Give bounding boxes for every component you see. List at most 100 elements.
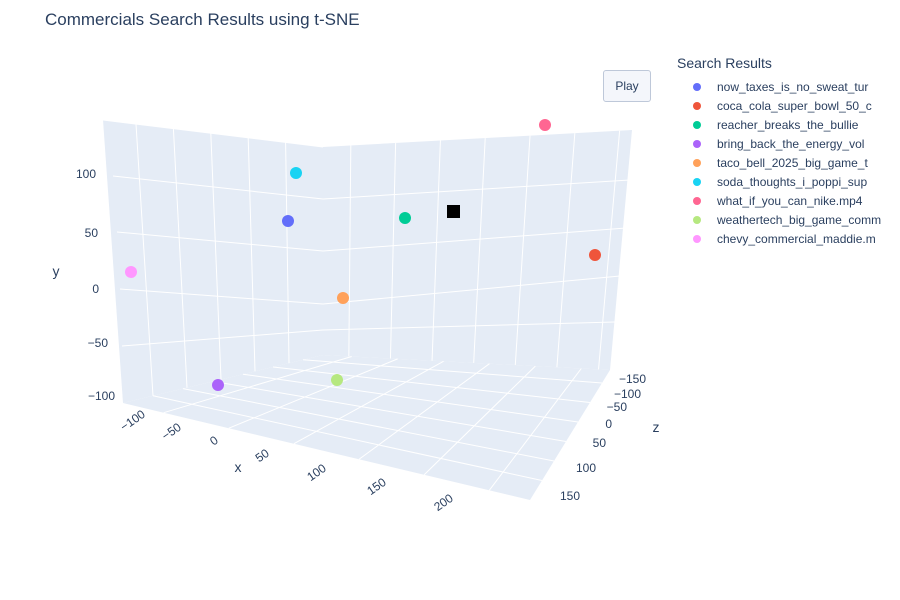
gridline <box>293 360 444 445</box>
tick-label: 150 <box>364 475 389 498</box>
gridline <box>119 288 324 305</box>
tick-label: −100 <box>614 387 641 401</box>
gridline <box>322 275 621 305</box>
tick-label: −50 <box>88 336 109 350</box>
gridlines <box>102 119 631 491</box>
tick-label: 0 <box>92 282 99 296</box>
legend-marker <box>693 215 701 224</box>
gridline <box>514 135 531 366</box>
x-axis-title: x <box>235 459 242 475</box>
legend-marker <box>693 158 701 167</box>
data-point[interactable] <box>290 167 302 179</box>
gridline <box>431 140 441 361</box>
data-point[interactable] <box>212 379 224 391</box>
tick-label: −100 <box>88 389 115 403</box>
legend-label: weathertech_big_game_comm <box>717 212 882 227</box>
data-point[interactable] <box>125 266 137 278</box>
tick-label: 200 <box>431 491 456 514</box>
play-button[interactable]: Play <box>603 70 651 102</box>
legend-label: what_if_you_can_nike.mp4 <box>717 193 863 208</box>
gridline <box>598 130 621 370</box>
gridline <box>247 137 256 372</box>
data-point[interactable] <box>589 249 601 261</box>
gridline <box>272 366 591 403</box>
query-point[interactable] <box>447 205 460 218</box>
legend-label: reacher_breaks_the_bullie <box>717 117 859 132</box>
legend-item[interactable]: coca_cola_super_bowl_50_c <box>677 96 881 115</box>
legend-label: bring_back_the_energy_vol <box>717 136 865 151</box>
gridline <box>152 395 543 481</box>
back-wall <box>103 120 323 403</box>
gridline <box>242 373 579 423</box>
gridline <box>556 133 576 368</box>
data-point[interactable] <box>331 374 343 386</box>
gridline <box>182 388 555 462</box>
tick-label: 0 <box>207 433 221 448</box>
gridline <box>322 227 627 252</box>
tick-label: 100 <box>576 461 596 475</box>
gridline <box>322 321 616 331</box>
legend-marker <box>693 82 701 91</box>
legend-item[interactable]: what_if_you_can_nike.mp4 <box>677 191 881 210</box>
gridline <box>210 133 222 380</box>
legend-marker <box>693 101 701 110</box>
gridline <box>389 142 397 359</box>
tick-label: 50 <box>593 436 607 450</box>
legend-title: Search Results <box>677 55 772 71</box>
gridline <box>121 329 324 347</box>
gridline <box>112 175 324 200</box>
legend-item[interactable]: weathertech_big_game_comm <box>677 210 881 229</box>
legend-marker <box>693 120 701 129</box>
gridline <box>212 380 567 442</box>
data-points <box>125 119 601 391</box>
z-axis-title: z <box>653 419 660 435</box>
tick-label: 100 <box>304 461 329 484</box>
legend-label: now_taxes_is_no_sweat_tur <box>717 79 869 94</box>
tick-label: 100 <box>76 167 96 181</box>
legend: Search Results now_taxes_is_no_sweat_tur… <box>677 55 881 248</box>
legend-marker <box>693 196 701 205</box>
tick-label: 50 <box>253 446 272 465</box>
right-wall <box>323 130 632 370</box>
legend-item[interactable]: taco_bell_2025_big_game_t <box>677 153 881 172</box>
chart-title: Commercials Search Results using t-SNE <box>45 10 360 29</box>
legend-item[interactable]: now_taxes_is_no_sweat_tur <box>677 77 881 96</box>
legend-label: coca_cola_super_bowl_50_c <box>717 98 872 113</box>
legend-label: taco_bell_2025_big_game_t <box>717 155 868 170</box>
data-point[interactable] <box>399 212 411 224</box>
data-point[interactable] <box>539 119 551 131</box>
legend-marker <box>693 234 701 243</box>
gridline <box>423 365 536 476</box>
tick-label: −50 <box>607 400 628 414</box>
legend-item[interactable]: bring_back_the_energy_vol <box>677 134 881 153</box>
gridline <box>302 359 603 384</box>
legend-item[interactable]: reacher_breaks_the_bullie <box>677 115 881 134</box>
legend-item[interactable]: chevy_commercial_maddie.m <box>677 229 881 248</box>
tick-label: 150 <box>560 489 580 503</box>
gridline <box>163 356 352 414</box>
legend-label: soda_thoughts_i_poppi_sup <box>717 174 868 189</box>
gridline <box>102 119 324 148</box>
gridline <box>488 368 582 491</box>
tick-label: −100 <box>118 407 148 434</box>
tick-label: 0 <box>605 417 612 431</box>
gridline <box>358 363 490 460</box>
tick-label: 50 <box>85 226 99 240</box>
tick-label: −50 <box>159 420 184 443</box>
legend-marker <box>693 177 701 186</box>
data-point[interactable] <box>282 215 294 227</box>
legend-label: chevy_commercial_maddie.m <box>717 231 876 246</box>
legend-marker <box>693 139 701 148</box>
legend-item[interactable]: soda_thoughts_i_poppi_sup <box>677 172 881 191</box>
gridline <box>172 128 188 388</box>
y-axis-title: y <box>53 263 60 279</box>
gridline <box>135 124 154 396</box>
data-point[interactable] <box>337 292 349 304</box>
gridline <box>228 358 398 429</box>
gridline <box>285 142 290 364</box>
gridline <box>473 138 486 363</box>
tick-label: −150 <box>619 372 646 386</box>
gridline <box>322 179 631 200</box>
